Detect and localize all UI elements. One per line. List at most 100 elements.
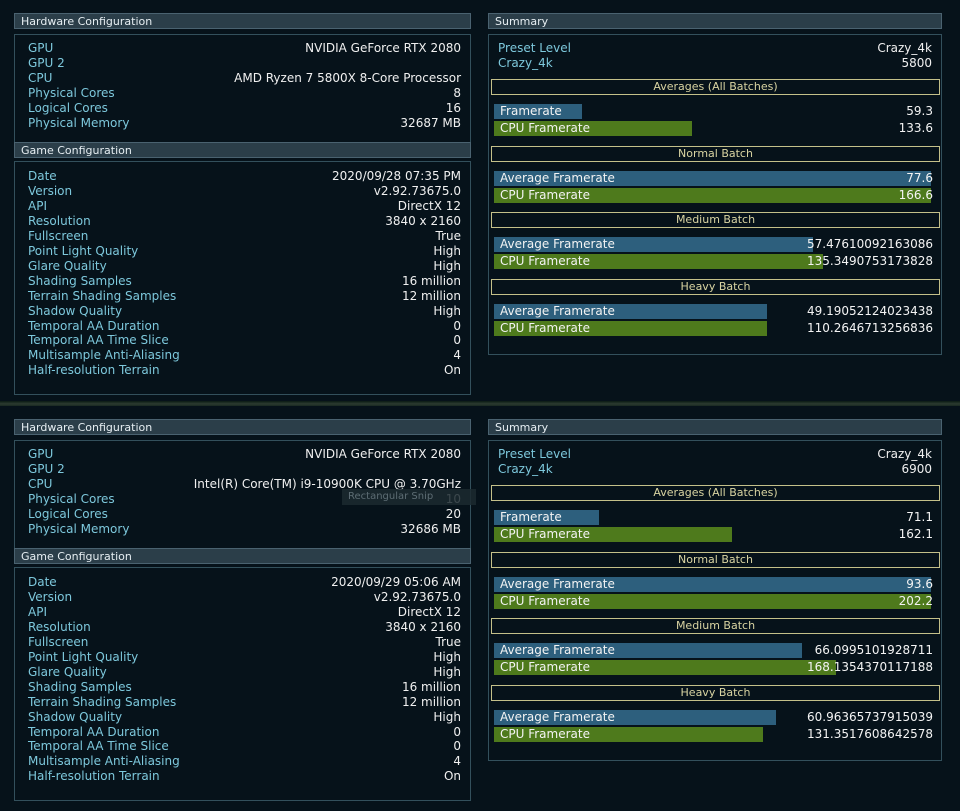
game-config-row: Fullscreen True [28, 229, 461, 244]
game-config-row-value: On [443, 363, 461, 378]
hardware-config-header: Hardware Configuration [14, 13, 471, 29]
game-config-row: Version v2.92.73675.0 [28, 590, 461, 605]
game-config-row-value: High [433, 649, 461, 664]
game-config-row-label: Date [28, 169, 57, 183]
hardware-row: Physical Memory 32687 MB [28, 116, 461, 131]
framerate-bar-row: Average Framerate 57.47610092163086 [494, 237, 937, 252]
framerate-bar-label: CPU Framerate [500, 320, 590, 335]
hardware-row: GPU 2 [28, 56, 461, 71]
framerate-bar [494, 710, 776, 725]
framerate-bar [494, 304, 767, 319]
framerate-bar-value: 49.19052124023438 [807, 304, 933, 318]
game-config-row-label: Shading Samples [28, 273, 132, 288]
hardware-config-header: Hardware Configuration [14, 419, 471, 435]
framerate-bar-label: CPU Framerate [500, 187, 590, 202]
game-config-row: Temporal AA Duration 0 [28, 725, 461, 740]
hardware-row-label: Logical Cores [28, 101, 108, 115]
game-config-row-label: Glare Quality [28, 258, 107, 273]
summary-panel [488, 440, 942, 761]
framerate-bar [494, 187, 931, 203]
game-config-row: Terrain Shading Samples 12 million [28, 289, 461, 304]
hardware-row-value: 20 [445, 507, 461, 521]
framerate-bar-value: 168.1354370117188 [807, 659, 933, 674]
framerate-bar [494, 120, 692, 136]
framerate-bar-row: CPU Framerate 168.1354370117188 [494, 659, 937, 675]
game-config-row-label: Point Light Quality [28, 243, 139, 258]
framerate-bar-label: Framerate [500, 510, 562, 524]
game-config-row-label: Version [28, 183, 73, 198]
game-config-row-label: Temporal AA Time Slice [28, 333, 169, 348]
framerate-bar-value: 202.2 [898, 593, 933, 608]
framerate-bar [494, 237, 813, 252]
game-config-row-label: Half-resolution Terrain [28, 769, 160, 784]
hardware-row-label: CPU [28, 71, 53, 85]
game-config-row-value: 2020/09/28 07:35 PM [332, 169, 461, 183]
hardware-row-value: NVIDIA GeForce RTX 2080 [305, 41, 461, 55]
game-config-row-label: Glare Quality [28, 664, 107, 679]
game-config-row-label: Fullscreen [28, 634, 89, 649]
game-config-row: Temporal AA Time Slice 0 [28, 333, 461, 348]
game-config-row: Shading Samples 16 million [28, 274, 461, 289]
game-config-row: Glare Quality High [28, 259, 461, 274]
game-config-row-value: 0 [453, 333, 461, 348]
game-config-row-label: Version [28, 589, 73, 604]
game-config-row-value: High [433, 258, 461, 273]
game-config-row: Temporal AA Duration 0 [28, 319, 461, 334]
framerate-bar-label: CPU Framerate [500, 120, 590, 135]
framerate-bar-row: CPU Framerate 166.6 [494, 187, 937, 203]
framerate-bar-label: Average Framerate [500, 304, 615, 318]
game-config-row-label: Multisample Anti-Aliasing [28, 754, 180, 769]
hardware-row-label: Physical Cores [28, 492, 115, 506]
score-label: Crazy_4k [498, 462, 553, 476]
game-config-row-label: Temporal AA Duration [28, 724, 160, 739]
game-config-row-value: True [435, 228, 462, 243]
game-config-row-value: 4 [453, 754, 461, 769]
score-row: Crazy_4k 5800 [498, 56, 932, 71]
framerate-bar [494, 320, 767, 336]
framerate-bar-value: 166.6 [898, 187, 933, 202]
game-config-row-label: Temporal AA Duration [28, 318, 160, 333]
game-config-row-value: High [433, 709, 461, 724]
framerate-bar-label: CPU Framerate [500, 526, 590, 541]
game-config-row-label: Resolution [28, 213, 91, 228]
framerate-bar-value: 110.2646713256836 [807, 320, 933, 335]
game-config-row-value: DirectX 12 [397, 604, 461, 619]
game-config-row-label: Terrain Shading Samples [28, 288, 177, 303]
framerate-bar-value: 57.47610092163086 [807, 237, 933, 251]
score-value: 5800 [901, 56, 932, 70]
game-config-row: Shadow Quality High [28, 304, 461, 319]
hardware-row: GPU NVIDIA GeForce RTX 2080 [28, 447, 461, 462]
game-config-row-label: Half-resolution Terrain [28, 363, 160, 378]
game-config-row-label: API [28, 604, 47, 619]
hardware-row: Logical Cores 16 [28, 101, 461, 116]
framerate-bar-row: CPU Framerate 131.3517608642578 [494, 726, 937, 742]
framerate-bar [494, 726, 763, 742]
framerate-bar [494, 510, 599, 525]
game-config-row: Glare Quality High [28, 665, 461, 680]
batch-section-header: Normal Batch [491, 552, 940, 568]
game-config-row: Resolution 3840 x 2160 [28, 620, 461, 635]
game-config-row-label: Shading Samples [28, 679, 132, 694]
benchmark-result-ryzen: Hardware Configuration Game Configuratio… [0, 0, 960, 403]
framerate-bar-value: 133.6 [898, 120, 933, 135]
game-config-row-value: 0 [453, 724, 461, 739]
framerate-bar-row: CPU Framerate 202.2 [494, 593, 937, 609]
framerate-bar [494, 526, 732, 542]
game-config-row-label: Fullscreen [28, 228, 89, 243]
game-config-row-value: 12 million [401, 694, 461, 709]
framerate-bar [494, 104, 582, 119]
game-config-row: Shading Samples 16 million [28, 680, 461, 695]
framerate-bar-value: 93.6 [906, 577, 933, 591]
game-config-row-label: Shadow Quality [28, 303, 123, 318]
framerate-bar-row: CPU Framerate 135.3490753173828 [494, 253, 937, 269]
hardware-row-value: Intel(R) Core(TM) i9-10900K CPU @ 3.70GH… [193, 477, 461, 491]
game-config-row-value: 16 million [401, 679, 461, 694]
framerate-bar-label: Average Framerate [500, 237, 615, 251]
game-config-row-label: Resolution [28, 619, 91, 634]
hardware-row-value: 8 [453, 86, 461, 100]
hardware-row-value: AMD Ryzen 7 5800X 8-Core Processor [234, 71, 461, 85]
score-row: Crazy_4k 6900 [498, 462, 932, 477]
framerate-bar-label: CPU Framerate [500, 253, 590, 268]
framerate-bar [494, 643, 802, 658]
game-config-row-label: API [28, 198, 47, 213]
